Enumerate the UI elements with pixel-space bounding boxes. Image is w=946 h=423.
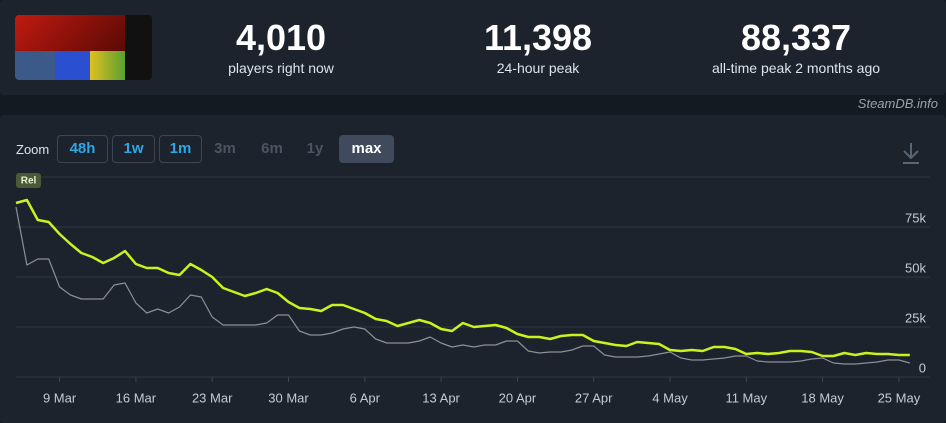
y-tick-label: 75k bbox=[905, 210, 926, 225]
x-tick-label: 13 Apr bbox=[422, 390, 460, 405]
zoom-button[interactable]: max bbox=[339, 135, 394, 163]
zoom-button: 1y bbox=[306, 140, 324, 157]
stat-value: 11,398 bbox=[483, 17, 593, 58]
zoom-button[interactable]: 48h bbox=[57, 135, 108, 163]
x-tick-label: 9 Mar bbox=[43, 390, 77, 405]
zoom-label: Zoom bbox=[16, 142, 50, 157]
zoom-button[interactable]: 1w bbox=[112, 135, 155, 163]
x-tick-label: 6 Apr bbox=[350, 390, 381, 405]
game-logo bbox=[15, 15, 152, 80]
series-line bbox=[15, 198, 910, 358]
x-tick-label: 11 May bbox=[725, 390, 767, 405]
stat-label: players right now bbox=[228, 60, 334, 76]
zoom-button: 6m bbox=[261, 140, 283, 157]
stat: 4,010 players right now bbox=[161, 17, 401, 77]
annotation: Rel bbox=[21, 176, 37, 187]
y-tick-label: 25k bbox=[905, 310, 926, 325]
zoom-button: 3m bbox=[214, 140, 236, 157]
stat-label: 24-hour peak bbox=[496, 60, 580, 76]
y-tick-label: 0 bbox=[919, 360, 926, 375]
download-icon[interactable] bbox=[903, 143, 919, 164]
stat: 11,398 24-hour peak bbox=[418, 17, 658, 77]
zoom-button[interactable]: 1m bbox=[159, 135, 202, 163]
x-tick-label: 4 May bbox=[652, 390, 688, 405]
annotation-badge bbox=[16, 173, 41, 188]
header-panel bbox=[0, 0, 946, 95]
x-tick-label: 25 May bbox=[878, 390, 921, 405]
stat-value: 88,337 bbox=[740, 17, 852, 58]
x-tick-label: 20 Apr bbox=[499, 390, 537, 405]
x-tick-label: 27 Apr bbox=[575, 390, 613, 405]
x-tick-label: 18 May bbox=[801, 390, 844, 405]
watermark: SteamDB.info bbox=[857, 96, 938, 111]
x-tick-label: 23 Mar bbox=[192, 390, 233, 405]
y-tick-label: 50k bbox=[905, 260, 926, 275]
series-line bbox=[15, 206, 910, 365]
x-tick-label: 30 Mar bbox=[268, 390, 309, 405]
x-tick-label: 16 Mar bbox=[116, 390, 157, 405]
stat-value: 4,010 bbox=[235, 17, 327, 58]
stat-label: all-time peak 2 months ago bbox=[711, 60, 881, 76]
stat: 88,337 all-time peak 2 months ago bbox=[676, 17, 916, 77]
